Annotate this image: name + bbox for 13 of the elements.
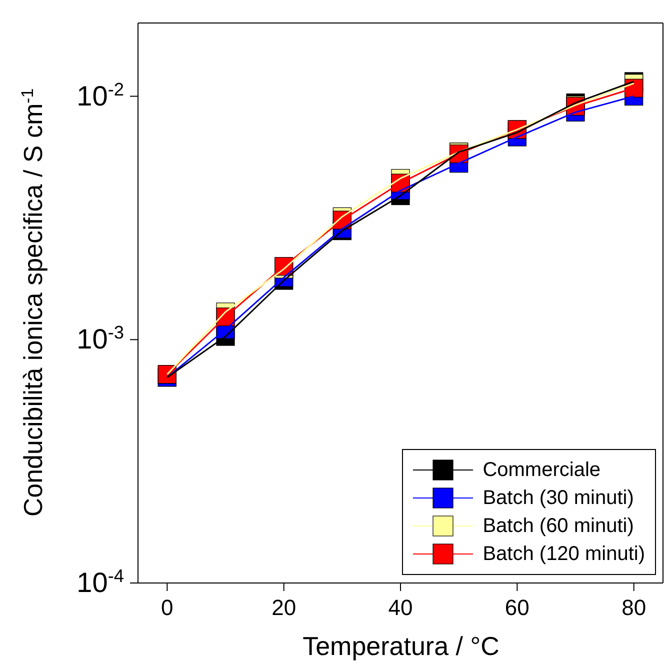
x-tick-label: 0 bbox=[161, 595, 174, 620]
x-tick-label: 60 bbox=[504, 595, 530, 620]
y-tick-label: 10$^{-3}$ bbox=[76, 322, 124, 355]
legend-label: Batch (120 minuti) bbox=[482, 542, 645, 566]
legend-label: Batch (30 minuti) bbox=[482, 486, 634, 510]
y-tick-label: 10$^{-4}$ bbox=[76, 566, 124, 598]
x-tick-label: 40 bbox=[388, 595, 413, 620]
legend-label: Commerciale bbox=[482, 458, 601, 482]
x-tick-label: 20 bbox=[272, 595, 296, 620]
x-axis-title: Temperatura / °C bbox=[302, 631, 500, 661]
y-tick-label: 10$^{-2}$ bbox=[76, 79, 124, 112]
legend-label: Batch (60 minuti) bbox=[482, 514, 634, 538]
x-tick-label: 80 bbox=[622, 595, 646, 620]
